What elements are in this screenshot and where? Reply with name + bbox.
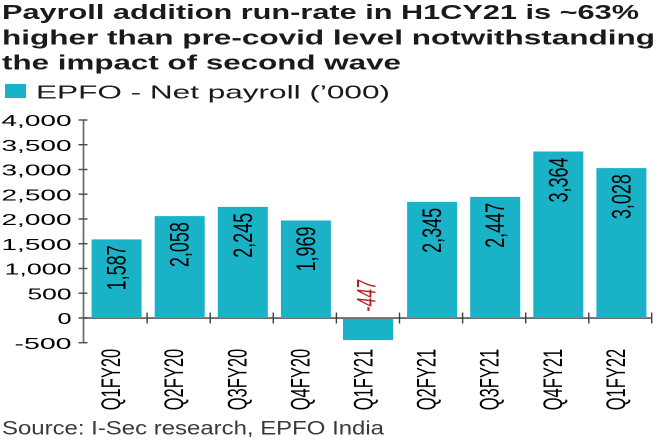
svg-text:the impact of second wave: the impact of second wave xyxy=(2,52,401,75)
svg-text:Source: I-Sec research, EPFO I: Source: I-Sec research, EPFO India xyxy=(2,418,385,439)
svg-text:1,500: 1,500 xyxy=(2,237,72,254)
svg-text:Q1FY20: Q1FY20 xyxy=(96,349,126,411)
svg-text:3,028: 3,028 xyxy=(606,174,636,219)
svg-text:4,000: 4,000 xyxy=(2,113,72,130)
svg-text:2,245: 2,245 xyxy=(228,213,258,258)
svg-text:2,058: 2,058 xyxy=(165,222,195,267)
svg-text:Q4FY21: Q4FY21 xyxy=(538,349,568,411)
svg-text:Payroll addition run-rate in H: Payroll addition run-rate in H1CY21 is ~… xyxy=(2,1,639,24)
svg-text:2,000: 2,000 xyxy=(2,212,72,229)
svg-text:higher than pre-covid level no: higher than pre-covid level notwithstand… xyxy=(2,26,655,49)
svg-text:2,447: 2,447 xyxy=(480,203,510,248)
svg-text:Q1FY21: Q1FY21 xyxy=(349,349,379,411)
svg-text:3,364: 3,364 xyxy=(543,158,573,203)
svg-text:EPFO - Net payroll (’000): EPFO - Net payroll (’000) xyxy=(36,83,390,103)
svg-text:-500: -500 xyxy=(15,336,72,353)
svg-text:3,500: 3,500 xyxy=(2,138,72,155)
svg-text:Q2FY21: Q2FY21 xyxy=(412,349,442,411)
svg-text:Q2FY20: Q2FY20 xyxy=(159,349,189,411)
svg-text:2,345: 2,345 xyxy=(417,208,447,253)
svg-text:Q3FY20: Q3FY20 xyxy=(222,349,252,411)
svg-text:Q1FY22: Q1FY22 xyxy=(601,349,631,411)
svg-text:1,587: 1,587 xyxy=(102,245,132,290)
svg-text:Q3FY21: Q3FY21 xyxy=(475,349,505,411)
svg-text:500: 500 xyxy=(28,286,72,303)
svg-text:-447: -447 xyxy=(352,279,382,312)
svg-text:1,000: 1,000 xyxy=(5,262,72,279)
svg-text:1,969: 1,969 xyxy=(291,227,321,272)
svg-text:Q4FY20: Q4FY20 xyxy=(285,349,315,411)
svg-text:0: 0 xyxy=(58,311,72,328)
svg-text:2,500: 2,500 xyxy=(2,187,72,204)
svg-text:3,000: 3,000 xyxy=(2,163,72,180)
